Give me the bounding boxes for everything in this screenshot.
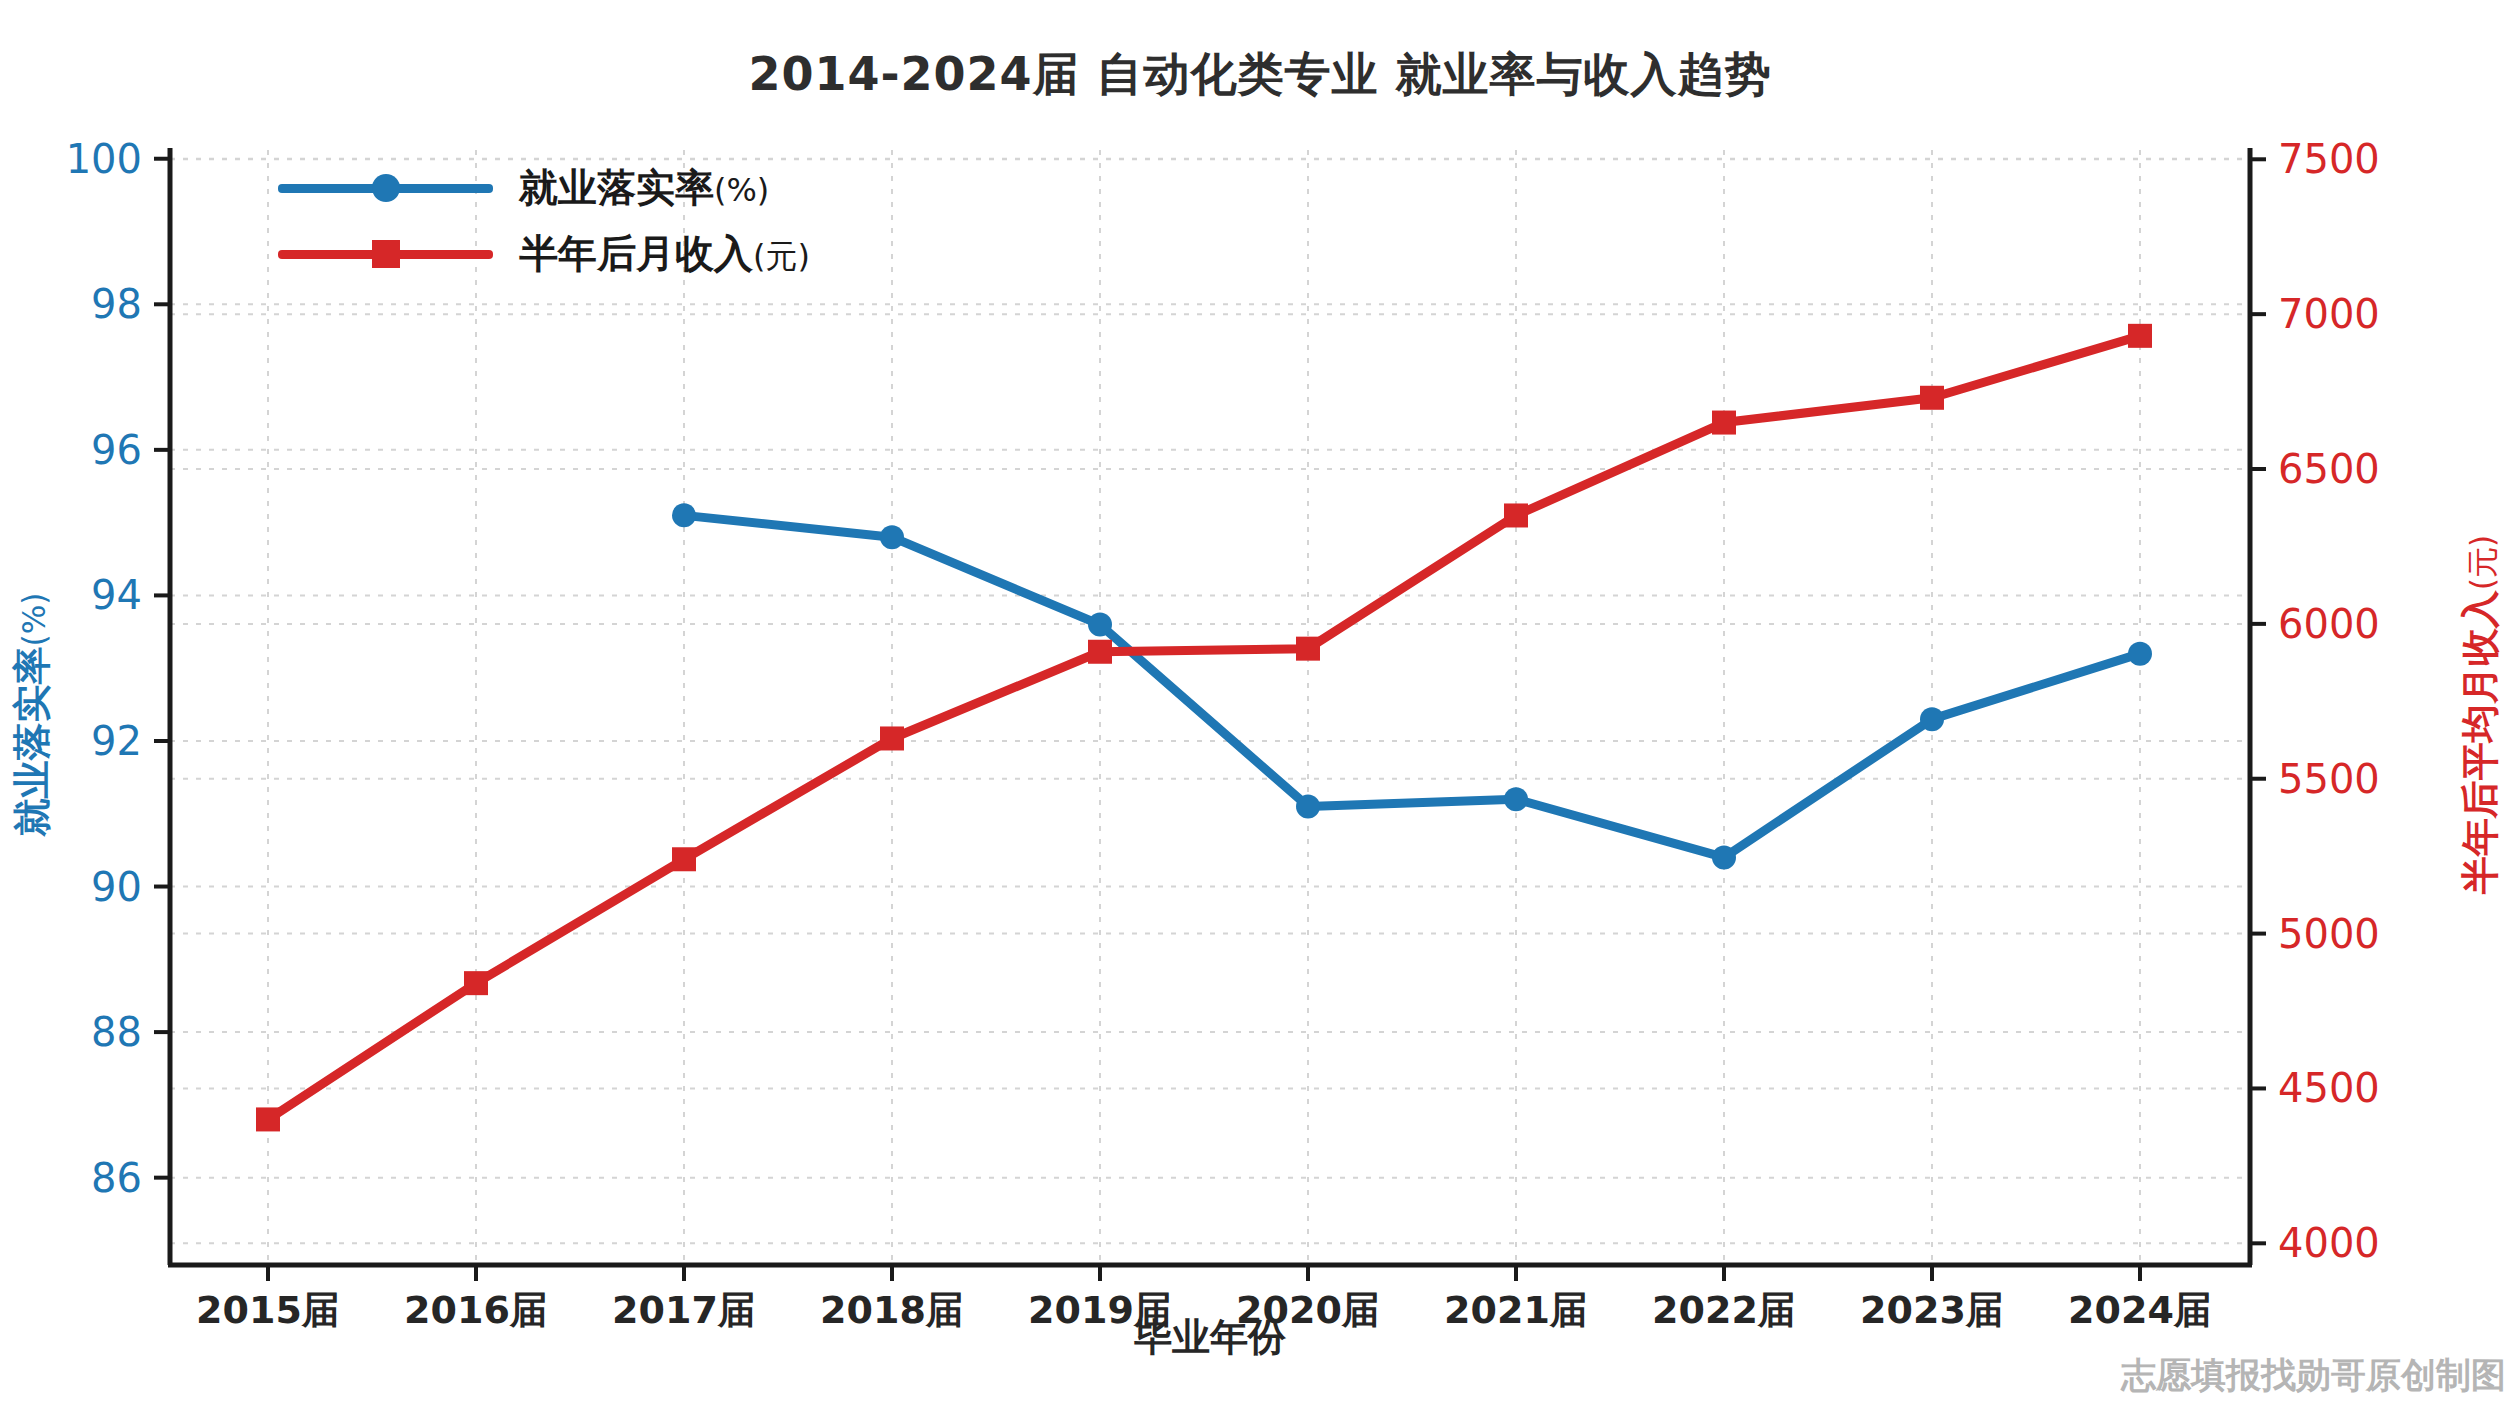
right-tick-label: 7000: [2278, 291, 2380, 337]
right-tick-label: 7500: [2278, 136, 2380, 182]
right-axis-title-unit: (元): [2464, 535, 2500, 590]
left-tick-label: 92: [91, 718, 142, 764]
data-point-square: [672, 847, 696, 871]
data-point-circle: [672, 503, 696, 527]
left-tick-label: 100: [66, 136, 142, 182]
right-tick-label: 5000: [2278, 911, 2380, 957]
series-line-半年后月收入: [268, 336, 2140, 1120]
data-point-square: [1296, 637, 1320, 661]
x-axis-title: 毕业年份: [0, 1312, 2420, 1363]
legend-item-income: 半年后月收入(元): [278, 228, 810, 280]
left-tick-label: 88: [91, 1009, 142, 1055]
data-point-circle: [1712, 845, 1736, 869]
right-axis-title-text: 半年后平均月收入: [2458, 590, 2502, 894]
watermark-text: 志愿填报找勋哥原创制图: [2121, 1355, 2506, 1395]
data-point-square: [464, 971, 488, 995]
right-tick-label: 4000: [2278, 1220, 2380, 1266]
legend-sample-line-square-icon: [278, 234, 493, 274]
data-point-square: [1712, 411, 1736, 435]
legend-label-income: 半年后月收入(元): [519, 227, 810, 281]
right-tick-label: 4500: [2278, 1065, 2380, 1111]
data-point-circle: [2128, 642, 2152, 666]
left-tick-label: 90: [91, 864, 142, 910]
data-point-circle: [1296, 794, 1320, 818]
left-tick-label: 96: [91, 427, 142, 473]
legend: 就业落实率(%) 半年后月收入(元): [278, 162, 810, 280]
x-axis-title-text: 毕业年份: [1134, 1315, 1286, 1359]
data-point-square: [256, 1107, 280, 1131]
right-tick-label: 5500: [2278, 756, 2380, 802]
legend-label-employment: 就业落实率(%): [519, 161, 769, 215]
series-line-就业落实率: [684, 515, 2140, 857]
data-point-square: [1504, 503, 1528, 527]
data-point-circle: [880, 525, 904, 549]
data-point-circle: [1088, 613, 1112, 637]
left-axis-title-unit: (%): [16, 593, 52, 647]
data-point-square: [880, 726, 904, 750]
watermark: 志愿填报找勋哥原创制图: [2121, 1352, 2506, 1399]
left-tick-label: 86: [91, 1155, 142, 1201]
data-point-circle: [1504, 787, 1528, 811]
right-axis-title: 半年后平均月收入(元): [2455, 415, 2506, 1015]
chart-title: 2014-2024届 自动化类专业 就业率与收入趋势: [0, 44, 2520, 106]
data-point-square: [1920, 386, 1944, 410]
right-tick-label: 6000: [2278, 601, 2380, 647]
data-point-circle: [1920, 707, 1944, 731]
legend-item-employment: 就业落实率(%): [278, 162, 810, 214]
left-axis-title: 就业落实率(%): [7, 415, 58, 1015]
data-point-square: [1088, 640, 1112, 664]
chart-title-text: 2014-2024届 自动化类专业 就业率与收入趋势: [748, 47, 1771, 101]
left-tick-label: 94: [91, 572, 142, 618]
left-tick-label: 98: [91, 281, 142, 327]
left-axis-title-text: 就业落实率: [10, 646, 54, 836]
right-tick-label: 6500: [2278, 446, 2380, 492]
legend-sample-line-circle-icon: [278, 168, 493, 208]
data-point-square: [2128, 324, 2152, 348]
chart-figure: 86 88 90 92 94 96 98 100 4000 4500 5000 5500 6000 650…: [0, 0, 2520, 1416]
